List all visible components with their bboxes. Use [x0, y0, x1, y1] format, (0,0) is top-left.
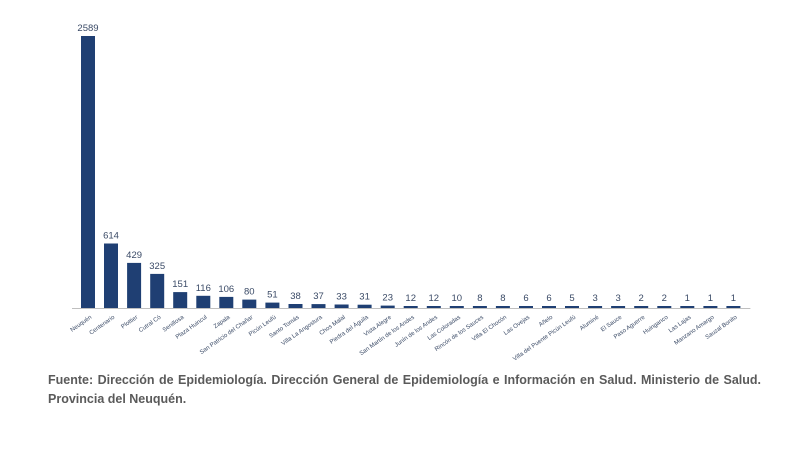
value-label: 8: [500, 293, 505, 304]
value-label: 3: [592, 293, 597, 304]
category-label: Aluminé: [579, 314, 601, 332]
bar: [426, 306, 441, 308]
value-label: 2589: [77, 23, 98, 34]
bar: [403, 306, 418, 308]
value-label: 80: [244, 287, 255, 298]
bar: [357, 304, 372, 308]
bar: [150, 273, 165, 308]
value-label: 37: [313, 291, 324, 302]
bar: [611, 306, 626, 308]
bar: [542, 306, 556, 308]
value-label: 151: [172, 279, 188, 290]
bar: [703, 306, 718, 308]
bar: [472, 306, 487, 308]
bars-group: [81, 36, 741, 308]
bar: [288, 304, 303, 308]
bar: [680, 306, 695, 308]
category-label: Huinganco: [643, 314, 670, 336]
value-label: 8: [477, 293, 482, 304]
value-label: 325: [149, 261, 165, 272]
bar: [588, 306, 603, 308]
category-label: Junín de los Andes: [394, 315, 439, 349]
bar: [657, 306, 672, 308]
category-label: Añelo: [538, 314, 555, 328]
bar: [265, 302, 280, 308]
bar: [334, 304, 349, 308]
category-label: Cutral Có: [138, 314, 163, 334]
bar: [565, 306, 579, 308]
value-label: 2: [662, 293, 667, 304]
value-label: 1: [731, 293, 736, 304]
value-label: 6: [523, 293, 528, 304]
bar: [219, 296, 234, 308]
category-label: Centenario: [89, 314, 117, 336]
value-label: 10: [452, 293, 463, 304]
value-label: 12: [405, 293, 416, 304]
bar: [104, 243, 118, 308]
category-label: Piedra del Águila: [329, 314, 371, 346]
bar: [81, 36, 95, 308]
value-label: 38: [290, 291, 301, 302]
value-label: 6: [546, 293, 551, 304]
bar: [449, 306, 464, 308]
category-label: Zapala: [213, 314, 232, 330]
value-label: 33: [336, 292, 347, 303]
value-label: 1: [708, 293, 713, 304]
value-label: 5: [569, 293, 574, 304]
bar: [634, 306, 649, 308]
value-label: 116: [196, 283, 211, 294]
category-label: Plottier: [120, 315, 139, 331]
bar: [380, 305, 395, 308]
value-label: 12: [429, 293, 440, 304]
source-note: Fuente: Dirección de Epidemiología. Dire…: [48, 373, 761, 406]
bar: [173, 292, 188, 308]
value-label: 23: [382, 293, 393, 304]
bar: [196, 295, 211, 308]
value-label: 106: [218, 284, 234, 295]
bar: [311, 304, 326, 308]
category-label: Villa La Angostura: [281, 314, 325, 347]
value-label: 1: [685, 293, 690, 304]
value-label: 429: [126, 250, 142, 261]
bar: [519, 306, 533, 308]
value-label: 614: [103, 231, 119, 242]
value-label: 31: [359, 292, 370, 303]
category-label: Manzano Amargo: [674, 314, 717, 346]
bar: [495, 306, 510, 308]
bar: [726, 306, 741, 308]
value-label: 2: [639, 293, 644, 304]
bar: [127, 262, 142, 308]
bar: [242, 299, 257, 308]
value-label: 51: [267, 290, 278, 301]
category-label: Las Ovejas: [503, 315, 531, 337]
value-label: 3: [615, 293, 620, 304]
